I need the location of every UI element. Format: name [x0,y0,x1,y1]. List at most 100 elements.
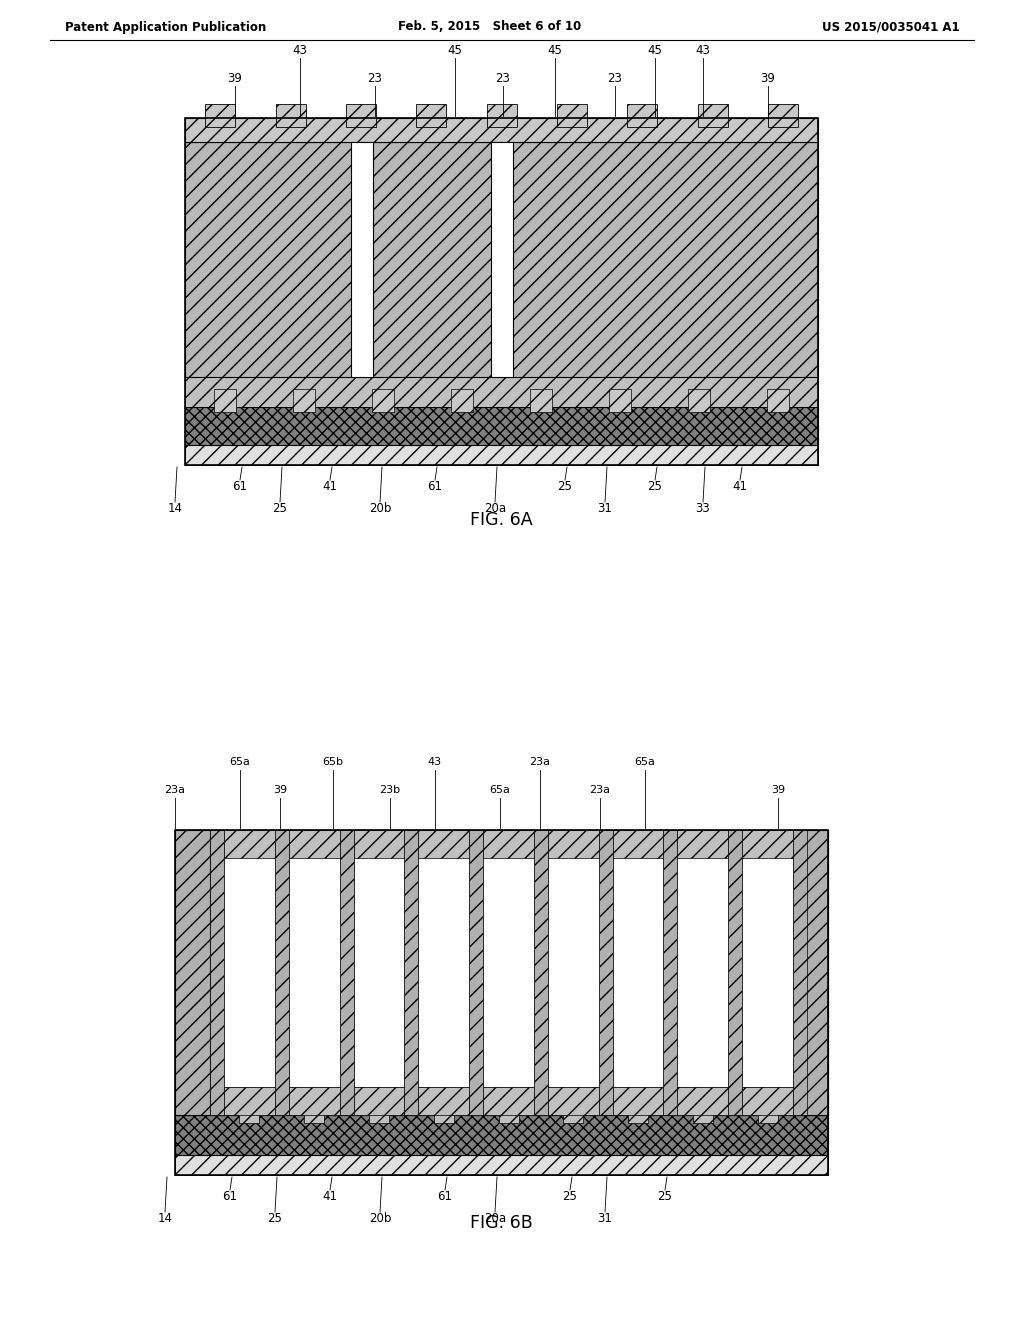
Text: 65a: 65a [229,756,251,767]
Bar [612,830,664,1086]
Bar [175,830,828,1175]
Text: FIG. 6A: FIG. 6A [470,511,532,529]
Bar [289,1086,340,1115]
Bar [548,830,599,1086]
Bar [688,389,711,412]
Bar [419,830,469,858]
Text: 45: 45 [647,44,663,57]
Text: 39: 39 [227,71,243,84]
Bar [353,830,404,858]
Text: FIG. 6B: FIG. 6B [470,1214,532,1232]
Bar [693,1104,713,1123]
Bar [530,389,552,412]
Bar [664,830,678,1115]
Text: 23: 23 [368,71,382,84]
Text: Patent Application Publication: Patent Application Publication [65,21,266,33]
Text: 23b: 23b [380,785,400,795]
Bar [793,830,807,1115]
Bar [742,830,793,1086]
Text: 61: 61 [437,1191,453,1204]
Bar [369,1104,389,1123]
Bar [483,830,534,1086]
Bar [353,1086,404,1115]
Text: 25: 25 [647,480,663,494]
Bar [185,445,818,465]
Text: 25: 25 [562,1191,578,1204]
Text: 65b: 65b [323,756,343,767]
Bar [224,830,274,1086]
Bar [483,830,534,858]
Bar [289,830,340,1086]
Text: 14: 14 [168,503,182,516]
Bar [353,830,404,1086]
Bar [289,830,340,858]
Bar [175,1155,828,1175]
Bar [534,830,548,1115]
Text: 41: 41 [323,1191,338,1204]
Text: 65a: 65a [489,785,510,795]
Text: 43: 43 [293,44,307,57]
Bar [563,1104,584,1123]
Text: 25: 25 [272,503,288,516]
Text: 33: 33 [695,503,711,516]
Bar [205,104,236,127]
Bar [175,1115,828,1155]
Bar [767,389,790,412]
Bar [486,104,516,127]
Text: 23: 23 [496,71,510,84]
Bar [185,407,818,445]
Bar [728,830,742,1115]
Bar [210,830,224,1115]
Text: 20b: 20b [369,1213,391,1225]
Text: 61: 61 [427,480,442,494]
Text: 39: 39 [761,71,775,84]
Bar [372,389,394,412]
Text: 23a: 23a [529,756,551,767]
Bar [185,117,818,465]
Bar [557,104,587,127]
Text: 41: 41 [323,480,338,494]
Bar [419,830,469,1086]
Bar [175,830,828,1115]
Bar [304,1104,325,1123]
Bar [793,830,828,1115]
Bar [758,1104,777,1123]
Bar [678,1086,728,1115]
Text: 25: 25 [267,1213,283,1225]
Bar [490,143,512,378]
Bar [224,1086,274,1115]
Bar [185,143,818,378]
Bar [185,378,818,407]
Bar [697,104,727,127]
Bar [742,1086,793,1115]
Bar [742,830,793,858]
Bar [628,1104,648,1123]
Bar [416,104,446,127]
Bar [768,104,798,127]
Text: 31: 31 [598,1213,612,1225]
Text: 23a: 23a [165,785,185,795]
Bar [419,1086,469,1115]
Bar [499,1104,518,1123]
Text: 20b: 20b [369,503,391,516]
Text: 23: 23 [607,71,623,84]
Text: 20a: 20a [484,1213,506,1225]
Bar [275,104,305,127]
Bar [434,1104,454,1123]
Text: 39: 39 [771,785,785,795]
Bar [548,1086,599,1115]
Bar [351,143,373,378]
Bar [340,830,353,1115]
Bar [678,830,728,858]
Text: 41: 41 [732,480,748,494]
Text: 65a: 65a [635,756,655,767]
Bar [214,389,236,412]
Text: 45: 45 [548,44,562,57]
Text: 43: 43 [428,756,442,767]
Bar [612,1086,664,1115]
Text: 14: 14 [158,1213,172,1225]
Text: 25: 25 [557,480,572,494]
Bar [612,830,664,858]
Bar [175,830,210,1115]
Bar [240,1104,259,1123]
